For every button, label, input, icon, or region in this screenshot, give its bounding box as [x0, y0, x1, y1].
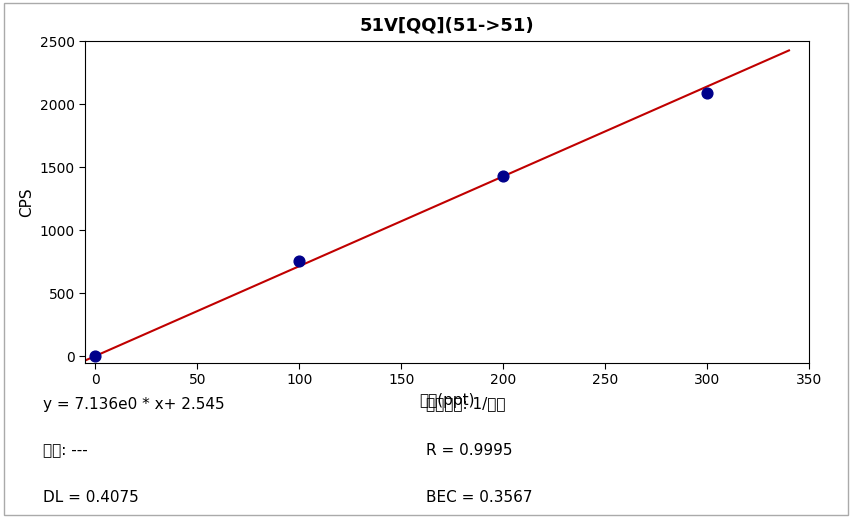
- Y-axis label: CPS: CPS: [19, 187, 34, 217]
- Text: 权重类型: 1/浓度: 权重类型: 1/浓度: [426, 397, 505, 411]
- Point: [292, 256, 306, 265]
- Title: 51V[QQ](51->51): 51V[QQ](51->51): [360, 17, 534, 34]
- Text: y = 7.136e0 * x+ 2.545: y = 7.136e0 * x+ 2.545: [43, 397, 224, 411]
- Point: [497, 172, 510, 180]
- Text: R = 0.9995: R = 0.9995: [426, 443, 513, 458]
- X-axis label: 浓度(ppt): 浓度(ppt): [419, 393, 475, 408]
- Point: [700, 89, 714, 97]
- Text: DL = 0.4075: DL = 0.4075: [43, 490, 138, 505]
- Text: BEC = 0.3567: BEC = 0.3567: [426, 490, 532, 505]
- Text: 内标: ---: 内标: ---: [43, 443, 88, 458]
- Point: [89, 352, 102, 360]
